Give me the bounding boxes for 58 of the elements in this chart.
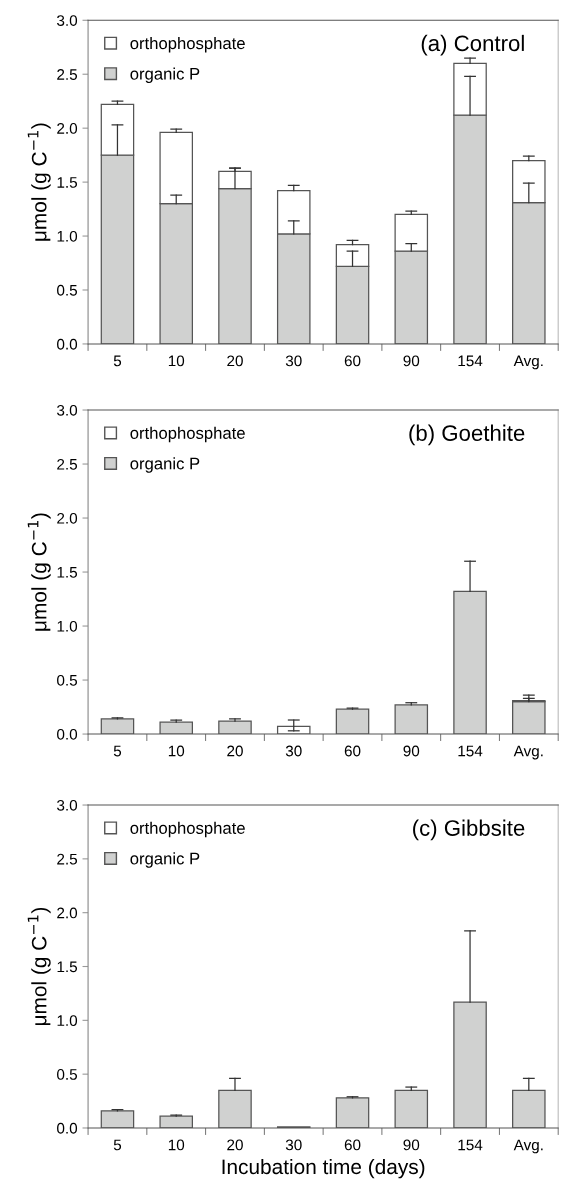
y-tick-label: 0.5 [57, 1069, 78, 1080]
legend-label: organic P [130, 852, 200, 868]
legend-label: orthophosphate [130, 821, 245, 838]
x-tick-label: Avg. [513, 355, 543, 370]
legend-label: organic P [130, 457, 200, 473]
y-tick-label: 1.5 [57, 177, 78, 188]
x-tick-label: 60 [344, 745, 361, 757]
x-tick-label: 154 [458, 355, 483, 367]
y-axis-title: μmol (g C$^{−1}$) [27, 513, 51, 631]
y-tick-label: 1.0 [57, 230, 78, 242]
x-tick-label: Avg. [513, 745, 543, 760]
x-tick-label: 10 [168, 1139, 185, 1151]
y-axis-title: μmol (g C$^{−1}$) [27, 907, 51, 1026]
x-tick-label: 30 [285, 355, 302, 367]
x-tick-label: 10 [168, 355, 185, 367]
y-tick-label: 0.0 [57, 1122, 78, 1134]
y-tick-label: 1.5 [57, 961, 78, 973]
x-tick-label: 5 [113, 355, 122, 367]
y-tick-label: 0.5 [57, 674, 78, 686]
x-tick-label: 60 [344, 355, 361, 367]
y-tick-label: 2.0 [57, 907, 78, 919]
y-tick-label: 2.0 [57, 123, 78, 134]
y-tick-label: 3.0 [57, 799, 78, 811]
x-tick-label: 5 [113, 745, 122, 757]
y-tick-label: 3.0 [57, 404, 78, 416]
y-tick-label: 0.0 [57, 728, 78, 740]
x-tick-label: Avg. [513, 1139, 543, 1154]
legend-label: orthophosphate [130, 36, 245, 53]
x-tick-label: 90 [403, 745, 420, 757]
x-tick-label: 90 [403, 1139, 420, 1151]
text: (a) Control [421, 34, 524, 56]
x-tick-label: 30 [285, 1139, 302, 1151]
y-tick-label: 2.5 [57, 458, 78, 470]
x-tick-label: 30 [285, 745, 302, 757]
x-tick-label: 154 [458, 1139, 483, 1151]
y-tick-label: 1.0 [57, 620, 78, 632]
x-tick-label: 154 [458, 745, 483, 757]
y-tick-label: 1.0 [57, 1015, 78, 1027]
legend-label: orthophosphate [130, 426, 245, 443]
x-tick-label: 90 [403, 355, 420, 367]
y-tick-label: 2.5 [57, 853, 78, 865]
text: (c) Gibbsite [413, 819, 525, 841]
y-tick-label: 2.5 [57, 69, 78, 80]
x-tick-label: 20 [227, 1139, 243, 1151]
y-tick-label: 0.5 [57, 284, 78, 296]
x-tick-label: 60 [344, 1139, 361, 1151]
y-tick-label: 2.0 [57, 512, 78, 524]
x-tick-label: 10 [168, 745, 185, 757]
x-tick-label: 5 [113, 1139, 122, 1151]
text: (b) Goethite [409, 424, 525, 446]
x-tick-label: 20 [227, 355, 243, 367]
y-tick-label: 1.5 [57, 567, 78, 578]
x-axis-title: Incubation time (days) [222, 1158, 425, 1179]
y-tick-label: 0.0 [57, 338, 78, 350]
x-tick-label: 20 [227, 745, 243, 757]
y-tick-label: 3.0 [57, 15, 78, 26]
legend-label: organic P [130, 67, 200, 84]
y-axis-title: μmol (g C$^{−1}$) [27, 123, 51, 241]
